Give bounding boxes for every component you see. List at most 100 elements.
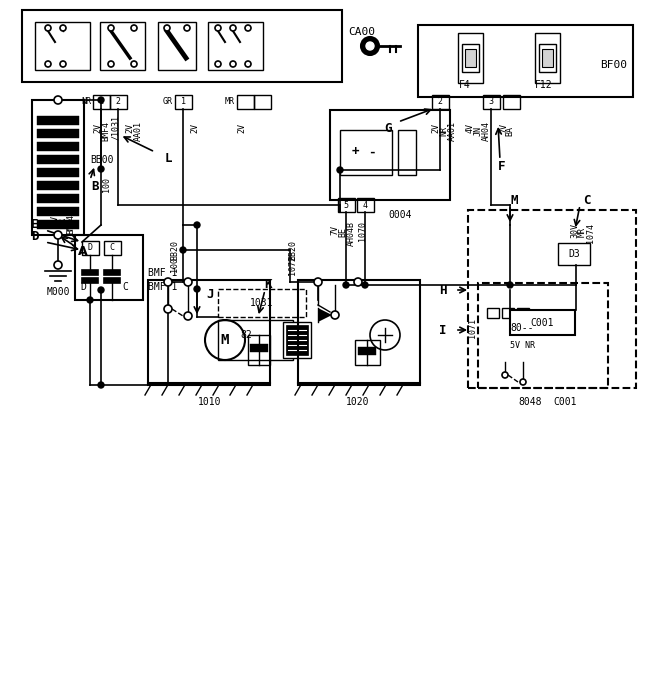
Circle shape xyxy=(520,379,526,385)
Text: 7V: 7V xyxy=(330,225,339,235)
Text: NR: NR xyxy=(81,97,91,107)
Bar xyxy=(338,198,355,212)
Text: F12: F12 xyxy=(535,80,552,90)
Text: 30V: 30V xyxy=(571,222,580,237)
Circle shape xyxy=(230,25,236,31)
Circle shape xyxy=(164,305,172,313)
Bar xyxy=(465,49,476,67)
Text: NR: NR xyxy=(439,126,448,136)
Text: AH04: AH04 xyxy=(482,121,491,141)
Text: K: K xyxy=(265,279,272,292)
Text: 2V: 2V xyxy=(190,123,200,133)
Bar xyxy=(468,210,636,388)
Circle shape xyxy=(331,311,339,319)
Text: 0004: 0004 xyxy=(388,210,411,220)
Bar xyxy=(75,235,143,300)
Text: B: B xyxy=(91,180,99,194)
Circle shape xyxy=(108,61,114,67)
Bar xyxy=(283,322,311,358)
Circle shape xyxy=(54,261,62,269)
Circle shape xyxy=(60,25,66,31)
Text: 3: 3 xyxy=(489,97,493,107)
Bar xyxy=(218,320,293,360)
Circle shape xyxy=(215,61,221,67)
Circle shape xyxy=(366,42,374,50)
Text: 1010: 1010 xyxy=(198,397,222,407)
Text: 2V: 2V xyxy=(94,123,103,133)
Bar xyxy=(100,22,145,70)
Bar xyxy=(82,270,98,275)
Text: C: C xyxy=(109,243,114,252)
Circle shape xyxy=(164,25,170,31)
Text: 1070: 1070 xyxy=(359,221,367,241)
Bar xyxy=(148,280,270,385)
Circle shape xyxy=(507,282,513,288)
Text: C: C xyxy=(583,194,591,207)
Text: +: + xyxy=(351,146,359,158)
Bar xyxy=(208,22,263,70)
Bar xyxy=(218,289,306,317)
Text: BA: BA xyxy=(506,126,515,136)
Text: 80--: 80-- xyxy=(510,323,534,333)
Bar xyxy=(458,33,483,83)
Circle shape xyxy=(362,282,368,288)
Text: 8048: 8048 xyxy=(518,397,541,407)
Circle shape xyxy=(60,61,66,67)
Bar xyxy=(248,335,270,365)
Circle shape xyxy=(164,278,172,286)
Bar xyxy=(502,308,514,318)
Text: 5: 5 xyxy=(343,201,348,209)
Text: F: F xyxy=(499,160,506,173)
Bar xyxy=(355,340,380,365)
Text: 2V: 2V xyxy=(125,123,135,133)
Bar xyxy=(158,22,196,70)
Text: GR: GR xyxy=(163,97,173,107)
Text: 7V: 7V xyxy=(499,123,508,133)
Bar xyxy=(37,168,79,177)
Text: AA01: AA01 xyxy=(447,121,456,141)
Text: 4: 4 xyxy=(363,201,367,209)
Circle shape xyxy=(215,25,221,31)
Bar xyxy=(487,308,499,318)
Bar xyxy=(539,44,556,72)
Bar xyxy=(82,278,98,283)
Text: BMF 1: BMF 1 xyxy=(148,282,177,292)
Circle shape xyxy=(98,287,104,293)
Bar xyxy=(37,116,79,125)
Bar xyxy=(104,241,121,255)
Circle shape xyxy=(361,37,379,55)
Text: BB00: BB00 xyxy=(90,155,114,165)
Text: -: - xyxy=(369,146,376,158)
Text: A: A xyxy=(62,237,88,258)
Bar xyxy=(37,207,79,216)
Text: M: M xyxy=(221,333,229,347)
Polygon shape xyxy=(318,308,332,322)
Circle shape xyxy=(337,167,343,173)
Bar xyxy=(418,25,633,97)
Text: M: M xyxy=(510,194,518,207)
Bar xyxy=(104,270,120,275)
Text: I: I xyxy=(439,324,447,337)
Text: D: D xyxy=(80,282,86,292)
Text: AH04B: AH04B xyxy=(346,220,356,245)
Bar xyxy=(37,129,79,138)
Text: C001: C001 xyxy=(530,318,554,328)
Text: E: E xyxy=(31,218,39,231)
Text: 4V: 4V xyxy=(465,123,474,133)
Bar xyxy=(358,347,376,355)
Circle shape xyxy=(245,25,251,31)
Text: 5V NR: 5V NR xyxy=(510,341,535,350)
Text: BE: BE xyxy=(339,227,348,237)
Text: MR: MR xyxy=(225,97,235,107)
Circle shape xyxy=(354,278,362,286)
Circle shape xyxy=(108,25,114,31)
Bar xyxy=(330,110,450,200)
Text: 2V: 2V xyxy=(237,123,246,133)
Bar xyxy=(535,33,560,83)
Circle shape xyxy=(98,97,104,103)
Circle shape xyxy=(184,278,192,286)
Bar xyxy=(286,325,308,355)
Text: 82--: 82-- xyxy=(240,330,263,340)
Bar xyxy=(483,95,500,109)
Text: BMF4: BMF4 xyxy=(101,121,111,141)
